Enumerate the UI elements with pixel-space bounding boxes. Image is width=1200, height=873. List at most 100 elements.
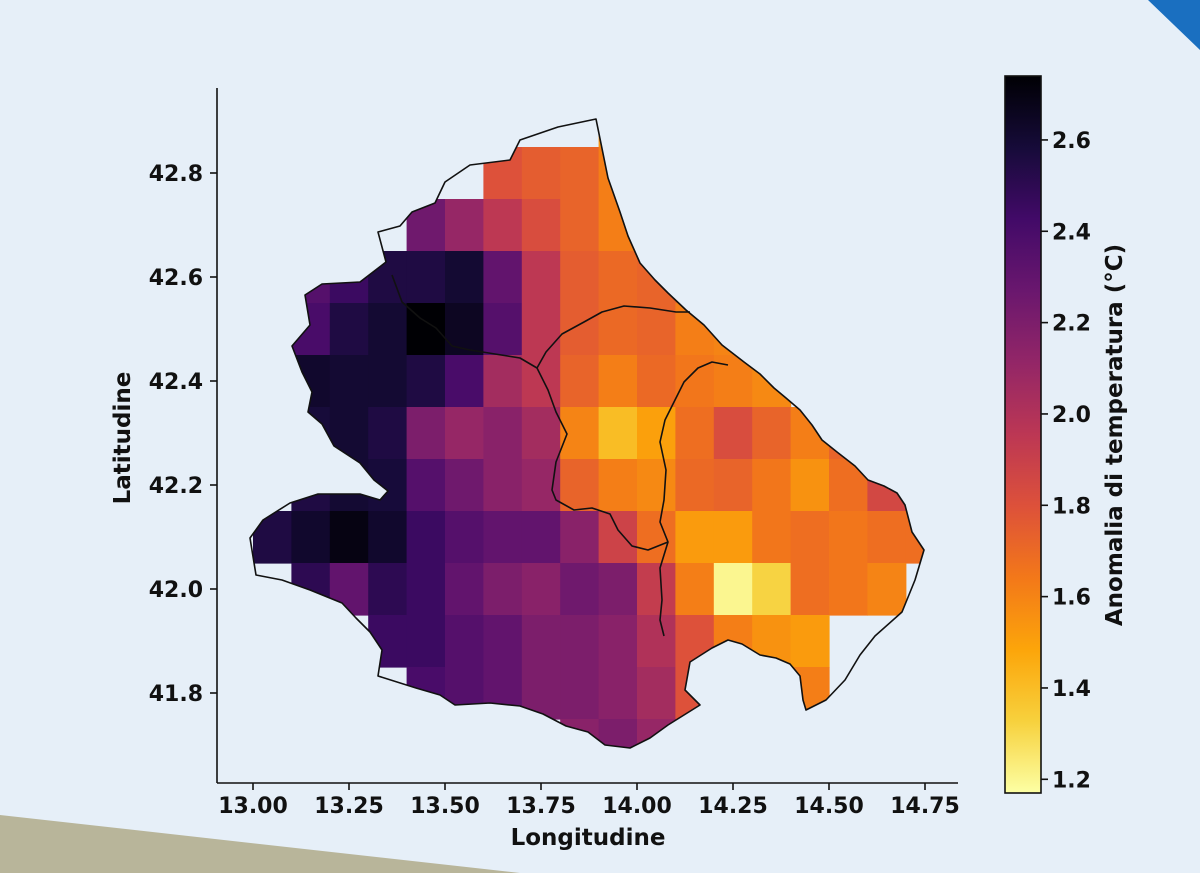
heatmap-cell [752, 355, 792, 408]
heatmap-cell [406, 355, 446, 408]
heatmap-cell [560, 511, 600, 564]
map-axes [216, 88, 958, 784]
heatmap-cell [598, 251, 638, 304]
y-axis-ticks: 41.8 42.0 42.2 42.4 42.6 42.8 [149, 162, 217, 707]
heatmap-cell [406, 511, 446, 564]
heatmap-cell [637, 563, 676, 616]
heatmap-cell [560, 303, 600, 356]
heatmap-cell [790, 667, 830, 720]
heatmap-cell [445, 563, 484, 616]
heatmap-cell [560, 251, 600, 304]
heatmap-cell [598, 119, 638, 148]
heatmap-cell [483, 251, 523, 304]
x-tick-label: 14.75 [890, 794, 960, 819]
heatmap-cell [445, 511, 484, 564]
province-border [659, 361, 729, 637]
heatmap-cell [521, 667, 561, 720]
heatmap-cell [598, 407, 638, 460]
heatmap-cell [752, 511, 792, 564]
colorbar-tick-label: 2.4 [1052, 220, 1091, 245]
heatmap-cell [445, 303, 484, 356]
heatmap-cell [445, 251, 484, 304]
heatmap-cell [291, 511, 331, 564]
heatmap-cell [329, 303, 369, 356]
heatmap-cell [675, 511, 715, 564]
heatmap-cell [829, 563, 868, 616]
heatmap-cell [637, 459, 676, 512]
heatmap-cell [445, 615, 484, 668]
province-borders [391, 274, 729, 637]
heatmap-cell [829, 407, 868, 460]
heatmap-cell [752, 407, 792, 460]
heatmap-cell [483, 147, 523, 200]
heatmap-cell [867, 511, 907, 564]
y-tick-label: 42.6 [149, 266, 203, 291]
heatmap-cell [521, 459, 561, 512]
x-tick-label: 13.25 [314, 794, 384, 819]
colorbar-label: Anomalia di temperatura (°C) [1102, 244, 1128, 626]
heatmap-cell [560, 459, 600, 512]
heatmap-cell [905, 511, 924, 564]
heatmap-cell [560, 719, 600, 748]
heatmap-cell [560, 199, 600, 252]
heatmap-cell [483, 407, 523, 460]
heatmap-cell [560, 615, 600, 668]
heatmap-cell [713, 303, 753, 356]
heatmap-cell [713, 251, 753, 304]
heatmap-cell [637, 511, 676, 564]
heatmap-cell [521, 407, 561, 460]
heatmap-cell [291, 459, 331, 512]
heatmap-cell [483, 459, 523, 512]
heatmap-cell [291, 563, 331, 616]
heatmap-cell [483, 303, 523, 356]
heatmap-cell [445, 199, 484, 252]
heatmap-cell [368, 459, 408, 512]
heatmap-cell [637, 615, 676, 668]
region-boundary [249, 118, 925, 749]
heatmap-cell [867, 459, 907, 512]
heatmap-cell [598, 615, 638, 668]
province-border [391, 274, 669, 551]
heatmap-cell [368, 407, 408, 460]
heatmap-cell [253, 511, 292, 564]
heatmap-cell [637, 355, 676, 408]
heatmap-cell [598, 563, 638, 616]
heatmap-cell [521, 199, 561, 252]
heatmap-cell [483, 667, 523, 720]
heatmap-cell [713, 459, 753, 512]
heatmap-cell [790, 511, 830, 564]
heatmap-cell [329, 407, 369, 460]
heatmap-cell [637, 407, 676, 460]
heatmap-cell [790, 615, 830, 668]
heatmap-cell [598, 511, 638, 564]
heatmap-cell [483, 511, 523, 564]
heatmap-cell [406, 563, 446, 616]
colorbar-tick-label: 1.4 [1052, 677, 1091, 702]
heatmap-cell [752, 563, 792, 616]
heatmap-cell [445, 459, 484, 512]
heatmap-cell [790, 407, 830, 460]
heatmap-cell [445, 667, 484, 720]
heatmap-cell [521, 563, 561, 616]
heatmap-cell [329, 563, 369, 616]
heatmap-cell [637, 199, 676, 252]
colorbar-tick-label: 1.8 [1052, 494, 1091, 519]
heatmap-cell [483, 615, 523, 668]
x-tick-label: 14.00 [602, 794, 672, 819]
heatmap-cell [368, 615, 408, 668]
y-tick-label: 41.8 [149, 682, 203, 707]
heatmap-cell [713, 511, 753, 564]
heatmap-cell [637, 147, 676, 200]
heatmap-cell [790, 563, 830, 616]
heatmap-cell [752, 459, 792, 512]
heatmap-cell [675, 407, 715, 460]
colorbar-tick-label: 2.2 [1052, 312, 1091, 337]
heatmap-cell [675, 667, 715, 720]
heatmap-cell [329, 355, 369, 408]
heatmap-cells [253, 119, 924, 748]
heatmap-cell [406, 251, 446, 304]
x-tick-label: 14.25 [698, 794, 768, 819]
y-tick-label: 42.2 [149, 474, 203, 499]
heatmap-cell [368, 251, 408, 304]
